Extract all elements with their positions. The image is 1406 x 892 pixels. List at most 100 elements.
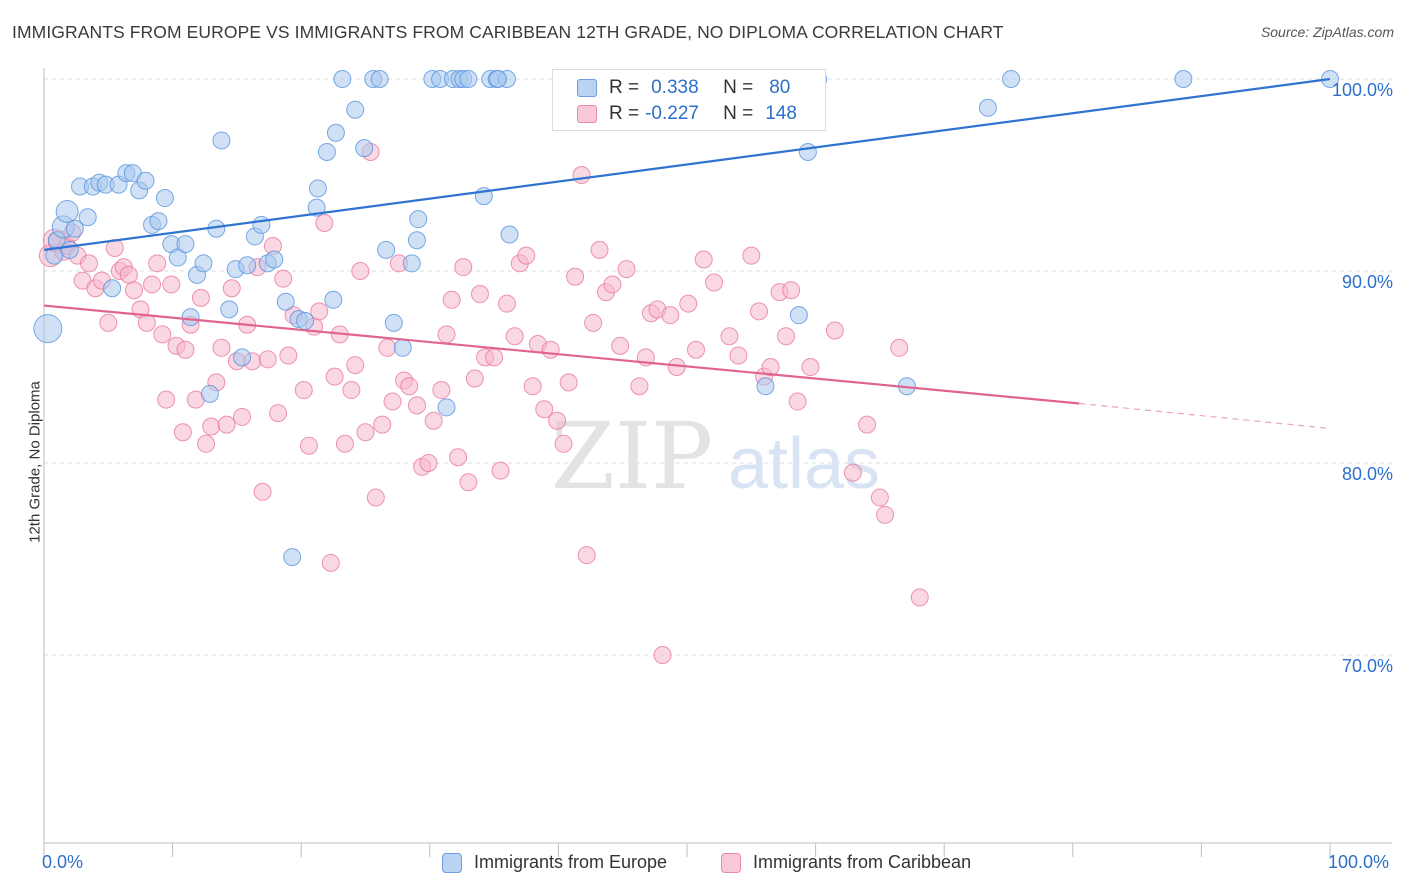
caribbean-point xyxy=(424,411,443,430)
caribbean-point xyxy=(162,275,181,294)
caribbean-point xyxy=(80,254,99,273)
caribbean-point xyxy=(505,327,524,346)
caribbean-point xyxy=(541,340,560,359)
europe-point xyxy=(437,398,456,417)
caribbean-point xyxy=(876,505,895,524)
caribbean-point xyxy=(294,381,313,400)
x-tick-label-max: 100.0% xyxy=(1328,852,1390,872)
caribbean-point xyxy=(449,448,468,467)
europe-point xyxy=(307,198,326,217)
r-label: R = xyxy=(609,103,640,124)
caribbean-point xyxy=(890,338,909,357)
europe-point xyxy=(978,98,997,117)
europe-point xyxy=(355,139,374,158)
europe-point xyxy=(149,212,168,231)
europe-point xyxy=(756,377,775,396)
europe-point xyxy=(276,292,295,311)
caribbean-point xyxy=(432,381,451,400)
europe-point xyxy=(409,210,428,229)
caribbean-point xyxy=(777,327,796,346)
caribbean-point xyxy=(687,340,706,359)
europe-point xyxy=(488,70,507,88)
europe-point xyxy=(181,308,200,327)
europe-point xyxy=(212,131,231,150)
bottom-legend-europe: Immigrants from Europe xyxy=(442,852,667,873)
chart-title: IMMIGRANTS FROM EUROPE VS IMMIGRANTS FRO… xyxy=(12,22,1004,42)
caribbean-point xyxy=(720,327,739,346)
europe-points xyxy=(33,70,1339,567)
europe-point xyxy=(789,306,808,325)
caribbean-points xyxy=(38,70,929,664)
caribbean-point xyxy=(119,265,138,284)
caribbean-point xyxy=(523,377,542,396)
chart-source: Source: ZipAtlas.com xyxy=(1260,24,1394,40)
caribbean-point xyxy=(742,246,761,265)
europe-point xyxy=(324,290,343,309)
caribbean-point xyxy=(705,273,724,292)
europe-point xyxy=(252,215,271,234)
y-tick-label: 70.0% xyxy=(1342,656,1393,676)
caribbean-swatch xyxy=(577,105,597,123)
trend-lines xyxy=(43,77,1331,430)
caribbean-point xyxy=(173,423,192,442)
caribbean-point xyxy=(825,321,844,340)
caribbean-point xyxy=(315,214,334,232)
europe-point xyxy=(33,314,63,344)
europe-point xyxy=(168,248,187,267)
caribbean-point xyxy=(843,463,862,482)
caribbean-point xyxy=(653,646,672,664)
caribbean-point xyxy=(299,436,318,455)
caribbean-point xyxy=(153,325,172,344)
europe-point xyxy=(346,100,365,119)
caribbean-point xyxy=(346,356,365,375)
europe-point xyxy=(194,254,213,273)
europe-point xyxy=(200,384,219,403)
caribbean-point xyxy=(325,367,344,386)
legend-row-caribbean: R = -0.227 N = 148 xyxy=(577,102,797,126)
caribbean-trend-extension xyxy=(1079,402,1331,430)
caribbean-point xyxy=(590,240,609,259)
y-tick-label: 100.0% xyxy=(1332,80,1393,100)
europe-point xyxy=(384,313,403,332)
caribbean-point xyxy=(125,281,144,300)
axes xyxy=(43,68,1392,857)
caribbean-point xyxy=(373,415,392,434)
europe-swatch xyxy=(577,79,597,97)
europe-point xyxy=(459,70,478,88)
caribbean-legend-label: Immigrants from Caribbean xyxy=(753,852,972,872)
watermark-atlas: atlas xyxy=(728,424,880,504)
caribbean-point xyxy=(611,336,630,355)
stats-legend: R = 0.338 N = 80 R = -0.227 N = 148 xyxy=(552,69,826,131)
caribbean-point xyxy=(356,423,375,442)
caribbean-point xyxy=(554,434,573,453)
caribbean-point xyxy=(470,285,489,304)
caribbean-point xyxy=(217,415,236,434)
caribbean-point xyxy=(761,358,780,376)
caribbean-legend-swatch xyxy=(721,852,741,873)
caribbean-point xyxy=(269,404,288,423)
caribbean-point xyxy=(559,373,578,392)
caribbean-point xyxy=(454,258,473,277)
caribbean-point xyxy=(274,269,293,288)
caribbean-point xyxy=(750,302,769,321)
y-tick-label: 90.0% xyxy=(1342,272,1393,292)
caribbean-point xyxy=(517,246,536,265)
caribbean-point xyxy=(233,407,252,426)
caribbean-point xyxy=(437,325,456,344)
europe-trend-line xyxy=(43,77,1331,251)
caribbean-point xyxy=(222,279,241,298)
caribbean-point xyxy=(310,302,329,321)
europe-point xyxy=(265,250,284,269)
europe-point xyxy=(308,179,327,198)
n-label: N = xyxy=(723,103,754,124)
bottom-legend-caribbean: Immigrants from Caribbean xyxy=(721,852,971,873)
caribbean-point xyxy=(584,313,603,332)
europe-point xyxy=(333,70,352,88)
europe-point xyxy=(1002,70,1021,88)
n-label: N = xyxy=(723,77,754,98)
europe-point xyxy=(233,348,252,367)
caribbean-point xyxy=(801,358,820,376)
caribbean-point xyxy=(577,546,596,565)
europe-point xyxy=(220,300,239,319)
caribbean-point xyxy=(661,306,680,325)
